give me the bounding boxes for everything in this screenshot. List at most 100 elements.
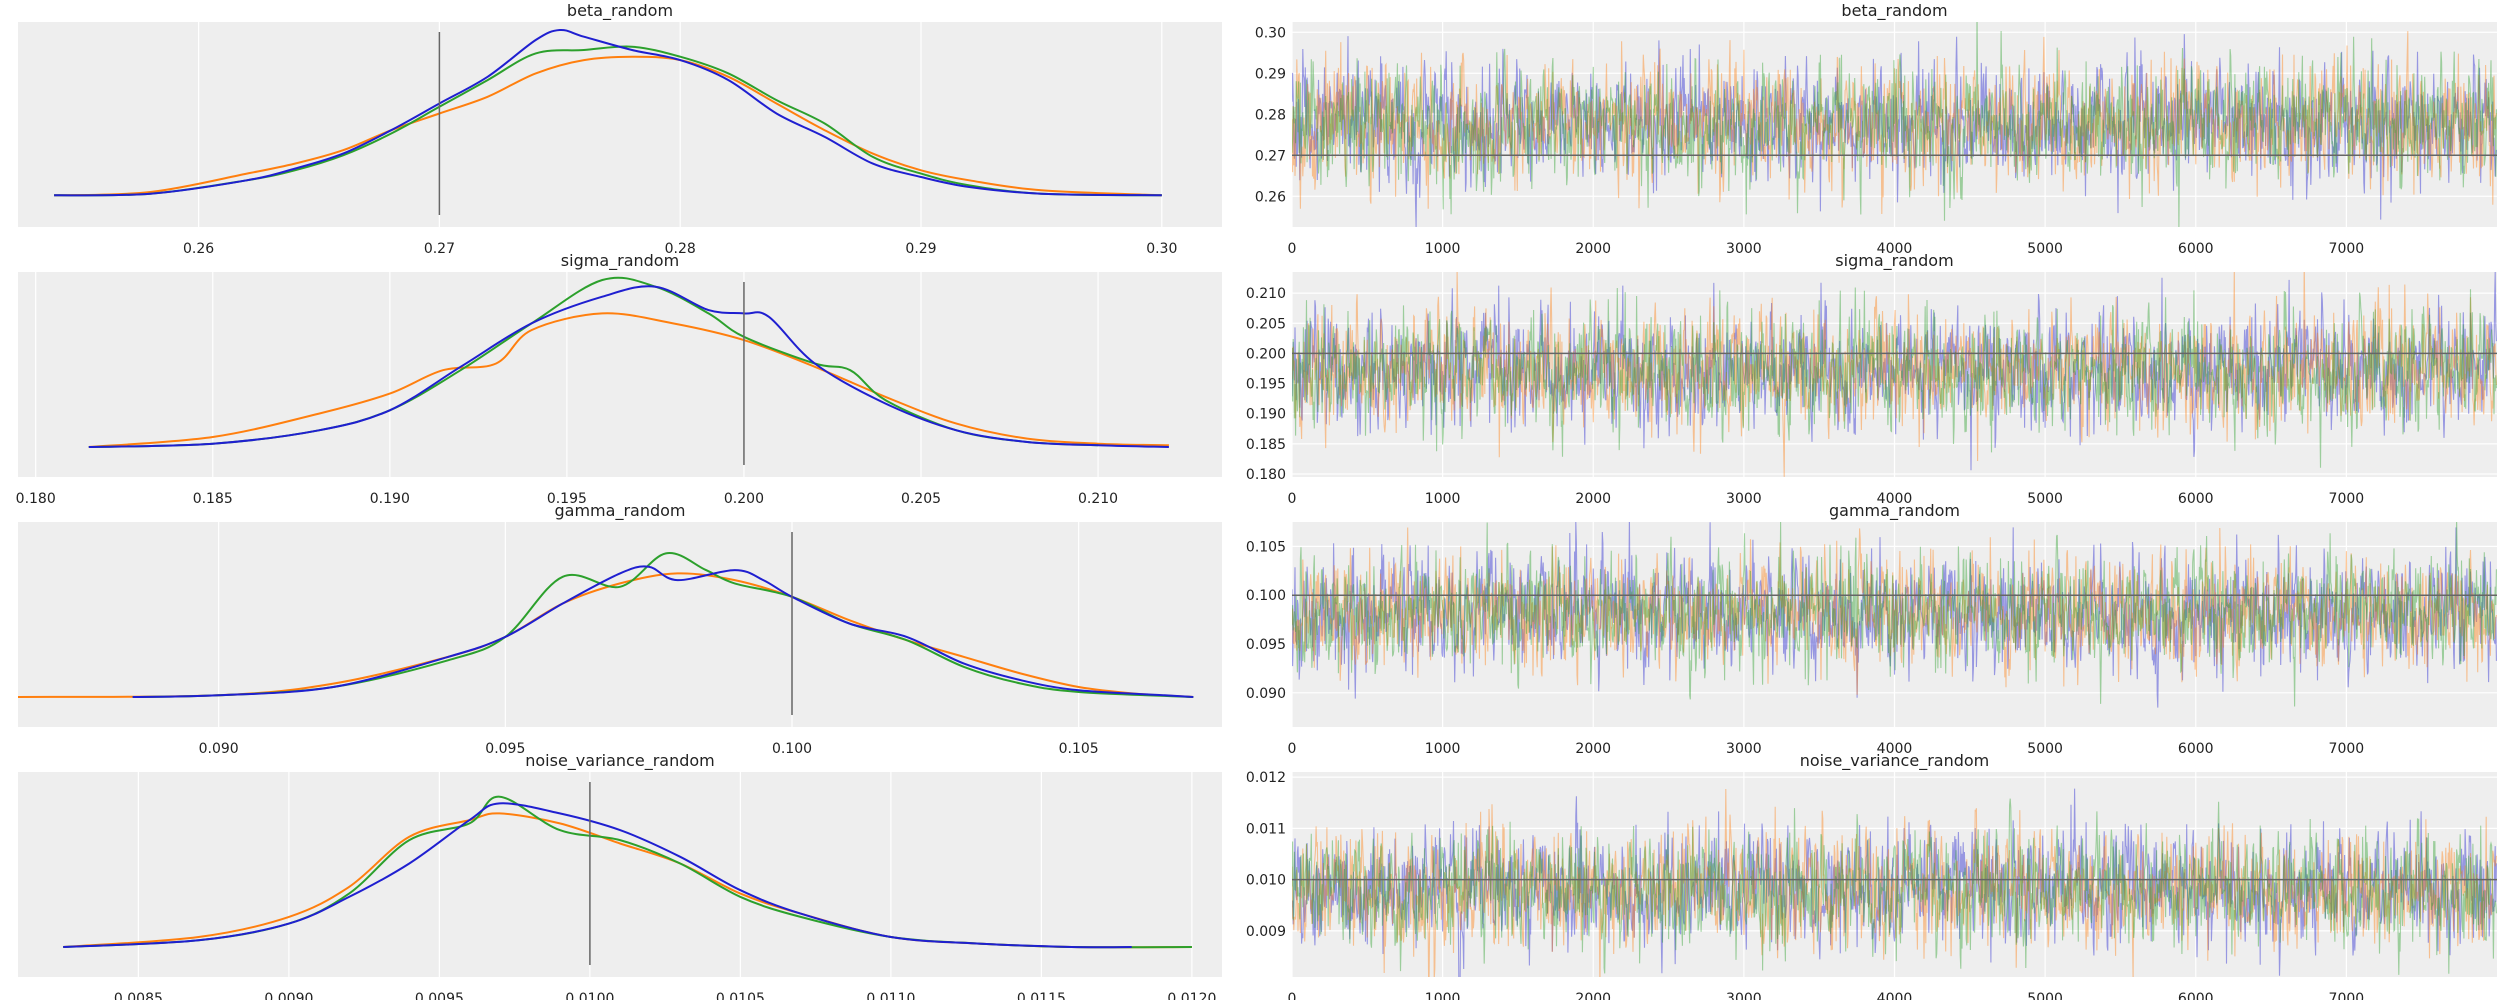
y-tick-label: 0.011 [1246, 821, 1286, 837]
x-tick-label: 0.190 [370, 491, 410, 507]
x-tick-label: 0.0090 [264, 991, 313, 1000]
density-line-chain-1 [17, 572, 1194, 698]
x-tick-label: 0.27 [424, 241, 455, 257]
x-tick-label: 6000 [2178, 491, 2214, 507]
plot-area [18, 272, 1222, 477]
y-tick-label: 0.200 [1246, 346, 1286, 362]
x-tick-label: 7000 [2329, 741, 2365, 757]
x-tick-label: 4000 [1877, 991, 1913, 1000]
trace-line-chain-1 [1292, 31, 2497, 215]
trace-panel-beta_random: beta_random 0.26 0.27 0.28 0.29 0.30 0 1000 2000… [1255, 1, 2497, 257]
density-line-chain-1 [88, 312, 1169, 448]
x-tick-label: 3000 [1726, 741, 1762, 757]
x-tick-label: 7000 [2329, 491, 2365, 507]
density-line-chain-1 [54, 55, 1162, 197]
trace-panel-noise_variance_random: noise_variance_random 0.009 0.010 0.011 0.01… [1246, 751, 2497, 1004]
x-tick-label: 5000 [2027, 991, 2063, 1000]
x-tick-label: 0.26 [183, 241, 214, 257]
trace-line-chain-0 [1292, 788, 2497, 977]
x-tick-label: 0.0105 [716, 991, 765, 1000]
x-tick-label: 0.30 [1146, 241, 1177, 257]
panel-title: noise_variance_random [1800, 751, 1990, 771]
panel-title: sigma_random [561, 251, 679, 271]
x-tick-label: 0 [1288, 491, 1297, 507]
x-tick-label: 4000 [1877, 491, 1913, 507]
x-tick-label: 2000 [1575, 741, 1611, 757]
trace-line-chain-0 [1292, 272, 2497, 471]
y-tick-label: 0.210 [1246, 286, 1286, 302]
x-tick-label: 2000 [1575, 241, 1611, 257]
panel-title: sigma_random [1835, 251, 1953, 271]
x-tick-label: 0.195 [547, 491, 587, 507]
y-tick-label: 0.185 [1246, 437, 1286, 453]
trace-line-chain-1 [1292, 272, 2497, 477]
trace-line-chain-2 [1292, 22, 2497, 227]
y-tick-label: 0.195 [1246, 377, 1286, 393]
y-tick-label: 0.105 [1246, 539, 1286, 555]
x-tick-label: 5000 [2027, 491, 2063, 507]
density-line-chain-2 [54, 45, 1162, 197]
x-tick-label: 2000 [1575, 991, 1611, 1000]
y-tick-label: 0.180 [1246, 467, 1286, 483]
y-tick-label: 0.012 [1246, 770, 1286, 786]
density-panel-noise_variance_random: noise_variance_random 0.0085 0.0090 0.0095 0… [18, 751, 1222, 1004]
x-tick-label: 0 [1288, 241, 1297, 257]
x-tick-label: 0.180 [16, 491, 56, 507]
x-tick-label: 6000 [2178, 241, 2214, 257]
trace-panel-gamma_random: gamma_random 0.090 0.095 0.100 0.105 0 1000 200… [1246, 501, 2497, 757]
x-tick-label: 1000 [1425, 991, 1461, 1000]
x-tick-label: 0 [1288, 991, 1297, 1000]
x-tick-label: 0.100 [772, 741, 812, 757]
x-tick-label: 1000 [1425, 241, 1461, 257]
y-tick-label: 0.205 [1246, 316, 1286, 332]
density-panel-gamma_random: gamma_random 0.090 0.095 0.100 0.105 [17, 501, 1222, 757]
x-tick-label: 0.0120 [1167, 991, 1216, 1000]
y-tick-label: 0.095 [1246, 637, 1286, 653]
density-line-chain-0 [132, 565, 1194, 698]
x-tick-label: 1000 [1425, 741, 1461, 757]
density-panel-sigma_random: sigma_random 0.180 0.185 0.190 0.195 0.200 0.2… [16, 251, 1222, 507]
trace-line-chain-2 [1292, 287, 2497, 468]
x-tick-label: 0.185 [193, 491, 233, 507]
trace-line-chain-0 [1292, 522, 2497, 708]
y-tick-label: 0.010 [1246, 873, 1286, 889]
trace-line-chain-1 [1292, 788, 2497, 977]
x-tick-label: 0.200 [724, 491, 764, 507]
x-tick-label: 1000 [1425, 491, 1461, 507]
x-tick-label: 7000 [2329, 241, 2365, 257]
y-tick-label: 0.190 [1246, 407, 1286, 423]
density-panel-beta_random: beta_random 0.26 0.27 0.28 0.29 0.30 [18, 1, 1222, 257]
density-line-chain-0 [54, 28, 1162, 197]
x-tick-label: 7000 [2329, 991, 2365, 1000]
y-tick-label: 0.009 [1246, 924, 1286, 940]
x-tick-label: 2000 [1575, 491, 1611, 507]
x-tick-label: 5000 [2027, 741, 2063, 757]
x-tick-label: 6000 [2178, 741, 2214, 757]
y-tick-label: 0.26 [1255, 189, 1286, 205]
x-tick-label: 4000 [1877, 241, 1913, 257]
x-tick-label: 3000 [1726, 491, 1762, 507]
y-tick-label: 0.27 [1255, 148, 1286, 164]
panel-title: noise_variance_random [525, 751, 715, 771]
x-tick-label: 0.28 [665, 241, 696, 257]
panel-title: beta_random [567, 1, 673, 21]
panel-title: gamma_random [555, 501, 686, 521]
trace-panel-sigma_random: sigma_random 0.180 0.185 0.190 0.195 0.200 0.2… [1246, 251, 2497, 507]
trace-line-chain-0 [1292, 34, 2497, 227]
density-line-chain-0 [88, 285, 1169, 448]
x-tick-label: 6000 [2178, 991, 2214, 1000]
x-tick-label: 0.105 [1059, 741, 1099, 757]
y-tick-label: 0.28 [1255, 107, 1286, 123]
x-tick-label: 0.0085 [114, 991, 163, 1000]
x-tick-label: 0.0115 [1017, 991, 1066, 1000]
x-tick-label: 3000 [1726, 991, 1762, 1000]
x-tick-label: 0.090 [199, 741, 239, 757]
x-tick-label: 0.29 [905, 241, 936, 257]
x-tick-label: 3000 [1726, 241, 1762, 257]
x-tick-label: 0.210 [1078, 491, 1118, 507]
y-tick-label: 0.100 [1246, 588, 1286, 604]
x-tick-label: 4000 [1877, 741, 1913, 757]
panel-title: gamma_random [1829, 501, 1960, 521]
